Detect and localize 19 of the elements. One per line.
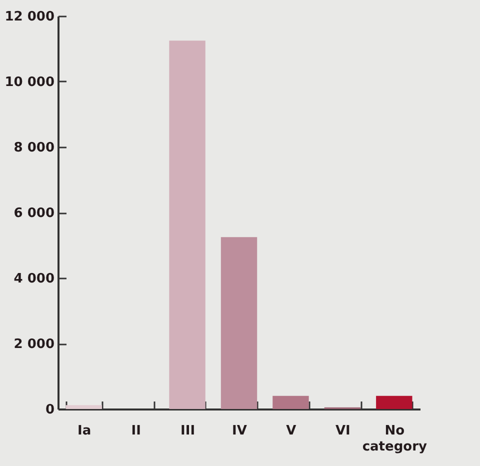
y-tick-label: 0	[45, 402, 54, 418]
x-tick-label: Ia	[78, 424, 92, 438]
y-tick-label: 8 000	[14, 140, 54, 156]
bar	[376, 396, 412, 409]
bar	[66, 405, 102, 409]
x-tick-label: No category	[362, 424, 428, 454]
bar	[220, 237, 258, 409]
y-tick-label: 6 000	[14, 206, 54, 221]
x-tick-label: VI	[335, 424, 350, 438]
x-tick-label: IV	[232, 424, 247, 438]
y-tick-label: 2 000	[14, 337, 54, 352]
bar	[169, 40, 206, 409]
x-tick-label: V	[286, 424, 296, 438]
y-tick-label: 10 000	[4, 75, 54, 90]
bar	[272, 396, 309, 409]
y-tick-label: 4 000	[14, 272, 54, 286]
x-tick-label: II	[131, 424, 141, 438]
x-tick-label: III	[180, 424, 196, 438]
y-tick-label: 12 000	[4, 10, 54, 24]
